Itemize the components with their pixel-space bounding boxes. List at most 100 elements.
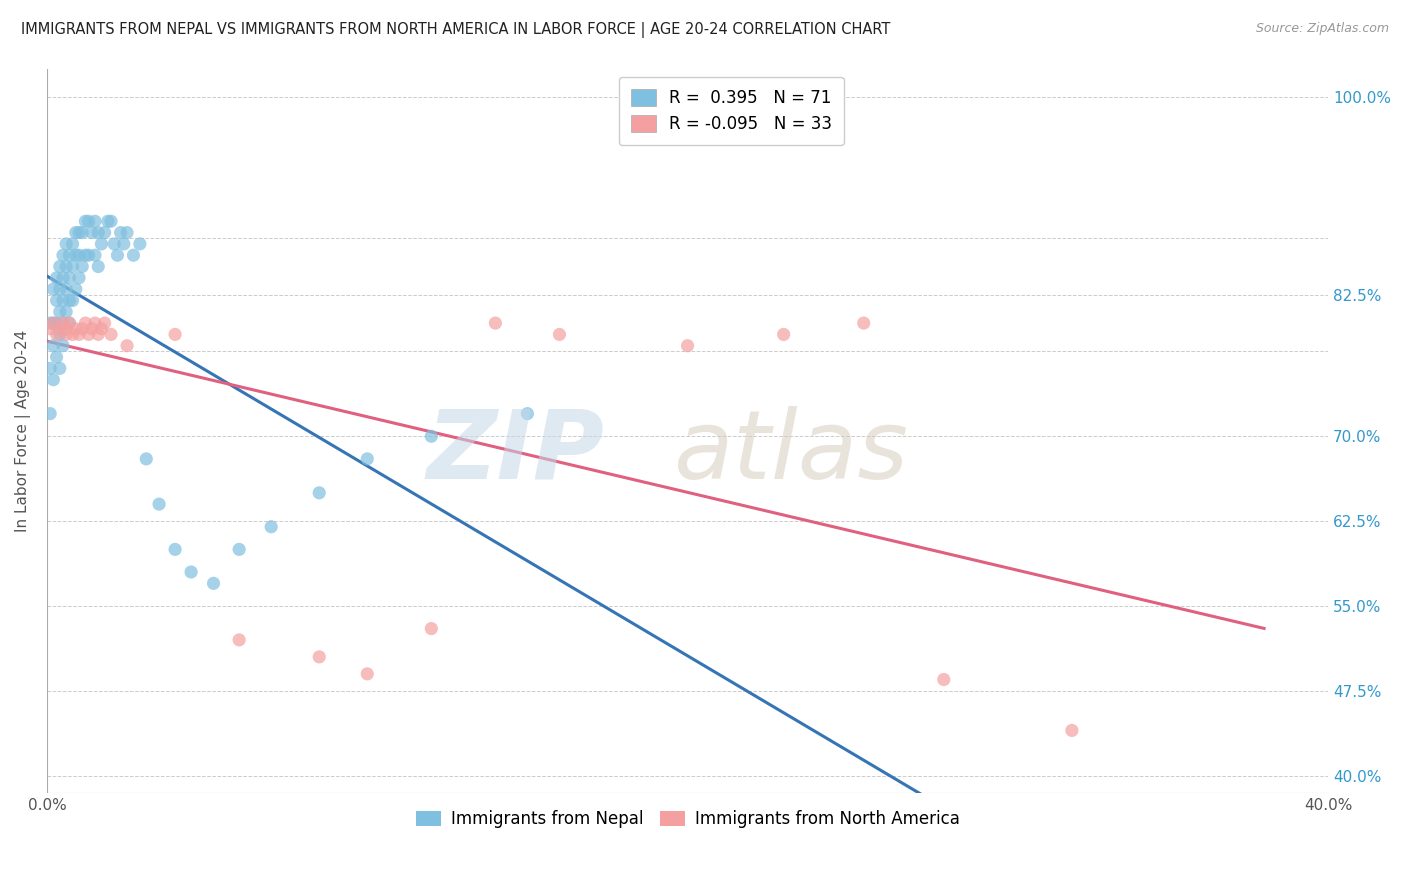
Text: ZIP: ZIP — [426, 406, 605, 499]
Point — [148, 497, 170, 511]
Point — [77, 214, 100, 228]
Text: IMMIGRANTS FROM NEPAL VS IMMIGRANTS FROM NORTH AMERICA IN LABOR FORCE | AGE 20-2: IMMIGRANTS FROM NEPAL VS IMMIGRANTS FROM… — [21, 22, 890, 38]
Point — [49, 327, 72, 342]
Point — [676, 339, 699, 353]
Point — [1060, 723, 1083, 738]
Point — [103, 236, 125, 251]
Point — [52, 339, 75, 353]
Point — [62, 260, 84, 274]
Point — [75, 248, 97, 262]
Point — [55, 282, 77, 296]
Point — [42, 316, 65, 330]
Point — [110, 226, 132, 240]
Point — [484, 316, 506, 330]
Point — [42, 316, 65, 330]
Point — [75, 214, 97, 228]
Point — [67, 226, 90, 240]
Point — [420, 429, 443, 443]
Point — [87, 226, 110, 240]
Point — [45, 316, 67, 330]
Point — [49, 322, 72, 336]
Point — [548, 327, 571, 342]
Point — [70, 322, 93, 336]
Point — [45, 350, 67, 364]
Point — [772, 327, 794, 342]
Point — [115, 339, 138, 353]
Point — [58, 316, 80, 330]
Point — [228, 542, 250, 557]
Point — [308, 485, 330, 500]
Text: atlas: atlas — [672, 406, 907, 499]
Point — [55, 305, 77, 319]
Point — [67, 270, 90, 285]
Point — [58, 248, 80, 262]
Point — [516, 407, 538, 421]
Point — [55, 260, 77, 274]
Point — [180, 565, 202, 579]
Point — [65, 226, 87, 240]
Point — [70, 260, 93, 274]
Point — [97, 214, 120, 228]
Point — [75, 316, 97, 330]
Point — [165, 542, 187, 557]
Point — [135, 451, 157, 466]
Point — [80, 322, 103, 336]
Point — [932, 673, 955, 687]
Point — [42, 373, 65, 387]
Point — [52, 316, 75, 330]
Point — [55, 236, 77, 251]
Point — [128, 236, 150, 251]
Point — [55, 322, 77, 336]
Point — [45, 293, 67, 308]
Point — [55, 327, 77, 342]
Point — [122, 248, 145, 262]
Point — [52, 316, 75, 330]
Point — [49, 260, 72, 274]
Point — [67, 327, 90, 342]
Point — [58, 316, 80, 330]
Point — [112, 236, 135, 251]
Point — [93, 316, 115, 330]
Point — [62, 327, 84, 342]
Point — [49, 361, 72, 376]
Point — [93, 226, 115, 240]
Point — [90, 236, 112, 251]
Point — [65, 322, 87, 336]
Point — [58, 293, 80, 308]
Point — [852, 316, 875, 330]
Point — [100, 214, 122, 228]
Point — [228, 632, 250, 647]
Point — [84, 214, 107, 228]
Point — [87, 327, 110, 342]
Point — [77, 248, 100, 262]
Point — [356, 666, 378, 681]
Point — [62, 293, 84, 308]
Point — [52, 270, 75, 285]
Point — [80, 226, 103, 240]
Point — [100, 327, 122, 342]
Point — [62, 236, 84, 251]
Point — [42, 282, 65, 296]
Point — [260, 520, 283, 534]
Point — [65, 248, 87, 262]
Point — [308, 649, 330, 664]
Point — [42, 339, 65, 353]
Point — [165, 327, 187, 342]
Point — [115, 226, 138, 240]
Point — [52, 293, 75, 308]
Point — [84, 316, 107, 330]
Point — [77, 327, 100, 342]
Point — [39, 322, 62, 336]
Point — [39, 407, 62, 421]
Point — [49, 282, 72, 296]
Point — [356, 451, 378, 466]
Point — [58, 270, 80, 285]
Point — [45, 327, 67, 342]
Legend: Immigrants from Nepal, Immigrants from North America: Immigrants from Nepal, Immigrants from N… — [409, 804, 966, 835]
Text: Source: ZipAtlas.com: Source: ZipAtlas.com — [1256, 22, 1389, 36]
Point — [39, 316, 62, 330]
Point — [84, 248, 107, 262]
Point — [107, 248, 129, 262]
Point — [87, 260, 110, 274]
Point — [39, 361, 62, 376]
